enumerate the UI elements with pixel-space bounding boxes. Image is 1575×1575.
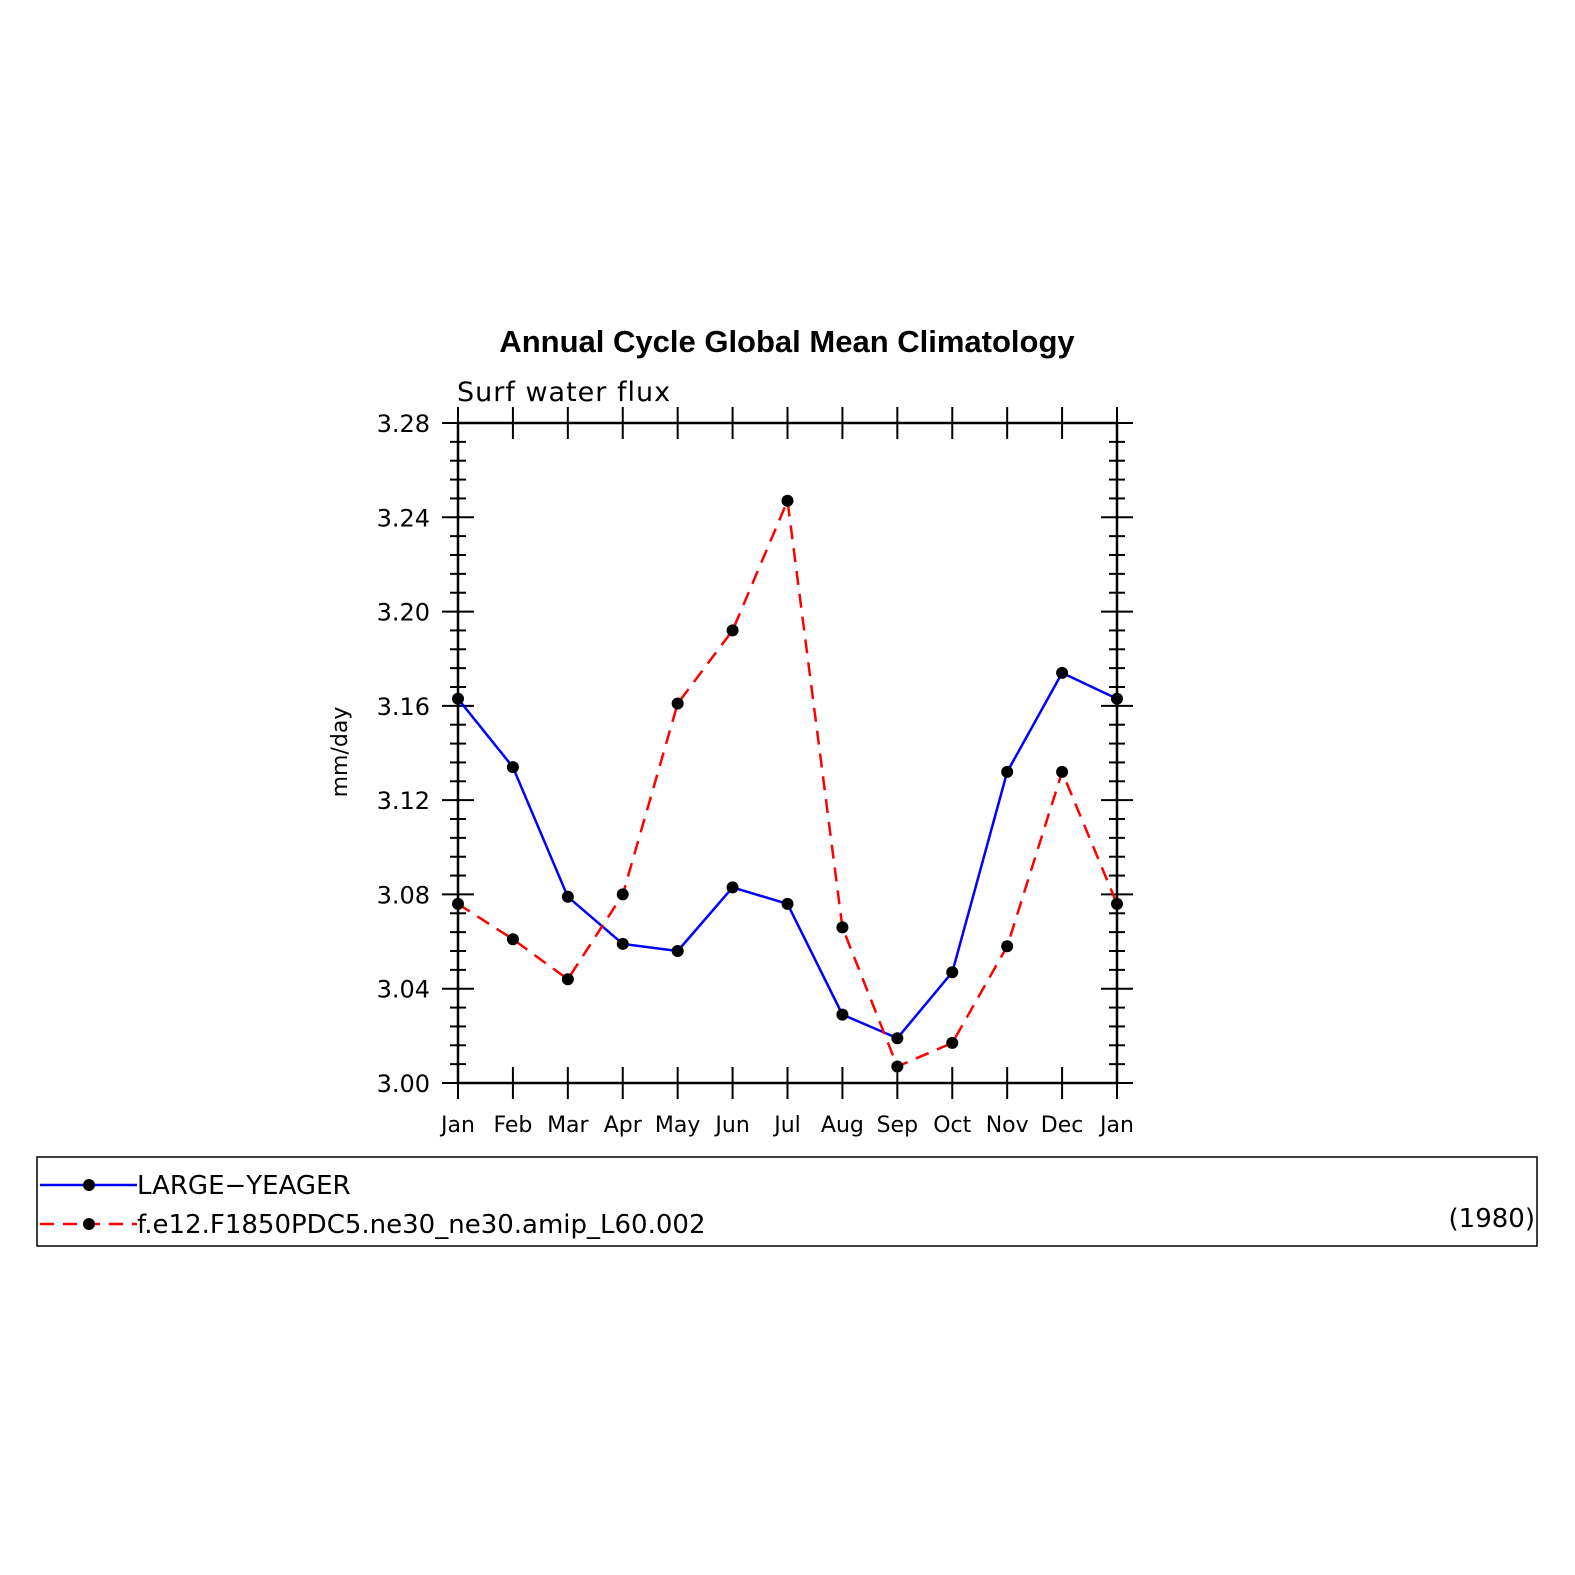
data-point (671, 945, 684, 957)
legend-items: LARGE−YEAGER f.e12.F1850PDC5.ne30_ne30.am… (40, 1171, 705, 1240)
data-point (836, 921, 849, 934)
data-point (1056, 765, 1069, 778)
data-point (616, 888, 629, 901)
chart-title: Annual Cycle Global Mean Climatology (499, 324, 1075, 359)
axis-ticks (442, 407, 1133, 1099)
data-point (1111, 692, 1123, 705)
data-point (836, 1008, 849, 1021)
chart-subtitle: Surf water flux (457, 377, 671, 408)
x-tick-label: Feb (493, 1113, 532, 1138)
data-point (671, 697, 684, 710)
series-line-2 (457, 496, 1119, 1069)
data-point (1001, 765, 1014, 778)
x-tick-label: Mar (547, 1113, 589, 1138)
x-tick-label: Jan (1098, 1113, 1134, 1138)
x-tick-label: Dec (1041, 1113, 1084, 1138)
data-point (891, 1032, 904, 1045)
series-points (452, 494, 1123, 1073)
series-lines (457, 496, 1119, 1069)
x-tick-label: Jul (772, 1113, 801, 1138)
data-point (726, 624, 739, 637)
x-tick-label: Apr (604, 1113, 643, 1138)
legend-marker (83, 1218, 95, 1230)
x-tick-label: Oct (933, 1113, 971, 1138)
x-tick-label: May (655, 1113, 700, 1138)
data-point (1001, 940, 1014, 953)
data-point (506, 933, 519, 946)
y-tick-label: 3.28 (377, 410, 430, 438)
data-point (891, 1060, 904, 1073)
legend-box (36, 1156, 1538, 1247)
y-tick-label: 3.04 (377, 976, 430, 1004)
x-tick-label: Aug (821, 1113, 864, 1138)
series-line-1 (457, 671, 1118, 1040)
data-point (781, 494, 794, 507)
y-tick-label: 3.12 (377, 787, 430, 815)
data-point (616, 937, 629, 950)
y-tick-label: 3.16 (377, 693, 430, 721)
y-tick-labels: 3.00 3.04 3.08 3.12 3.16 3.20 3.24 3.28 (377, 410, 430, 1098)
y-tick-label: 3.20 (377, 599, 430, 627)
data-point (506, 761, 519, 774)
data-point (561, 890, 574, 903)
x-tick-label: Jun (713, 1113, 749, 1138)
legend-marker (83, 1179, 95, 1191)
data-point (452, 897, 464, 910)
y-axis-label: mm/day (328, 707, 353, 798)
data-point (781, 897, 794, 910)
x-tick-label: Jan (439, 1113, 475, 1138)
data-point (946, 966, 959, 979)
data-point (452, 692, 464, 705)
data-point (946, 1036, 959, 1049)
x-tick-label: Nov (986, 1113, 1029, 1138)
y-tick-label: 3.24 (377, 504, 430, 532)
data-point (1111, 897, 1123, 910)
legend-note: (1980) (1449, 1204, 1535, 1234)
y-tick-label: 3.08 (377, 881, 430, 909)
data-point (726, 881, 739, 894)
data-point (1056, 666, 1069, 679)
x-tick-labels: Jan Feb Mar Apr May Jun Jul Aug Sep Oct Nov Dec Jan (439, 1113, 1134, 1138)
legend-label-1: LARGE−YEAGER (137, 1171, 351, 1201)
y-tick-label: 3.00 (377, 1070, 430, 1098)
legend-label-2: f.e12.F1850PDC5.ne30_ne30.amip_L60.002 (137, 1210, 705, 1240)
x-tick-label: Sep (877, 1113, 918, 1138)
data-point (561, 973, 574, 986)
legend: LARGE−YEAGER f.e12.F1850PDC5.ne30_ne30.am… (36, 1156, 1538, 1247)
